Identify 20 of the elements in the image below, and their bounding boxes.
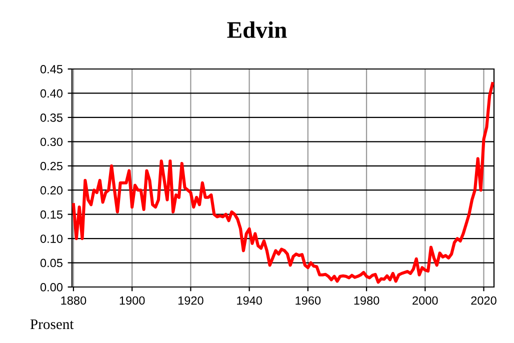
- y-tick-label: 0.35: [40, 113, 62, 122]
- x-tick-label: 1960: [296, 296, 321, 305]
- y-tick-label: 0.20: [40, 186, 63, 195]
- y-tick-label: 0.25: [40, 162, 62, 170]
- x-tick-label: 1940: [237, 296, 262, 305]
- y-tick-label: 0.45: [40, 65, 62, 74]
- x-tick-label: 1880: [61, 296, 86, 305]
- x-tick-label: 1920: [178, 296, 204, 305]
- x-tick-label: 2020: [471, 296, 496, 305]
- x-tick-label: 2000: [412, 296, 438, 305]
- y-tick-label: 0.00: [40, 283, 63, 292]
- y-tick-label: 0.15: [40, 210, 62, 219]
- chart-title: Edvin: [227, 21, 287, 38]
- y-tick-label: 0.05: [40, 258, 62, 268]
- y-axis-title: Prosent: [30, 319, 74, 330]
- y-tick-label: 0.40: [40, 89, 63, 98]
- x-tick-label: 1980: [354, 296, 380, 305]
- y-tick-label: 0.10: [40, 234, 63, 243]
- y-tick-label: 0.30: [40, 138, 63, 146]
- x-tick-label: 1900: [120, 296, 145, 305]
